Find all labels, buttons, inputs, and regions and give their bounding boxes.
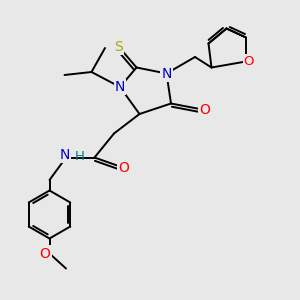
Text: S: S — [114, 40, 123, 53]
Text: N: N — [115, 80, 125, 94]
Text: N: N — [161, 67, 172, 80]
Text: O: O — [200, 103, 210, 116]
Text: H: H — [74, 150, 84, 164]
Text: O: O — [40, 247, 50, 260]
Text: N: N — [59, 148, 70, 162]
Text: O: O — [118, 161, 129, 175]
Text: O: O — [244, 55, 254, 68]
